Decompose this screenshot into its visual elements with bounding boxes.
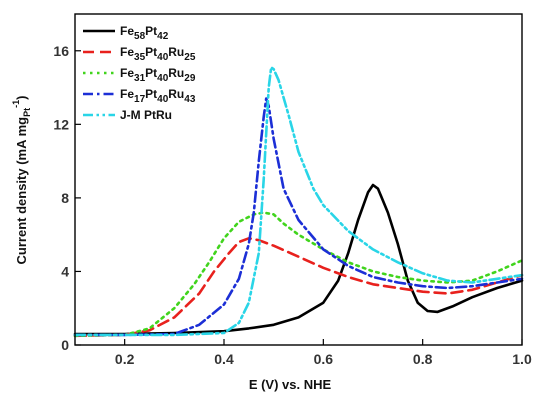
legend-label-part: Pt (145, 87, 157, 101)
series-line-1 (73, 183, 524, 336)
legend-label-part: 17 (134, 94, 146, 105)
series-line-4 (73, 97, 524, 337)
x-tick-label: 0.8 (413, 351, 433, 367)
legend-label-part: Ru (168, 45, 184, 59)
legend-label-part: Pt (145, 24, 157, 38)
legend-label-part: Ru (168, 87, 184, 101)
y-axis-title-main: Current density (mA mg (14, 117, 29, 265)
legend-label-part: 43 (184, 94, 196, 105)
series-layer (73, 66, 524, 338)
y-axis-title: Current density (mA mgPt-1) (11, 96, 32, 265)
legend-label-part: Fe (120, 87, 134, 101)
y-tick-label: 16 (53, 43, 69, 59)
x-tick-label: 0.6 (314, 351, 334, 367)
legend-label-part: 40 (157, 73, 169, 84)
x-tick-label: 0.2 (115, 351, 135, 367)
legend-label-2: Fe35Pt40Ru25 (120, 45, 196, 63)
legend-label-part: Pt (145, 66, 157, 80)
legend-label-part: Fe (120, 66, 134, 80)
series-line-3 (73, 211, 524, 338)
y-tick-label: 0 (61, 337, 69, 353)
x-axis-title: E (V) vs. NHE (249, 377, 332, 392)
y-tick-label: 8 (61, 190, 69, 206)
y-axis-title-end: ) (14, 96, 29, 100)
ticks-layer: 0.2 0.4 0.6 0.8 1.0 0 4 8 12 16 (53, 43, 532, 367)
legend-label-3: Fe31Pt40Ru29 (120, 66, 196, 84)
legend-label-part: 40 (157, 94, 169, 105)
legend-label-part: 35 (134, 52, 146, 63)
legend-label-part: Fe (120, 45, 134, 59)
series-line-5 (73, 66, 524, 337)
legend-label-part: 40 (157, 52, 169, 63)
x-tick-label: 1.0 (512, 351, 532, 367)
legend-label-part: 29 (184, 73, 196, 84)
legend-label-part: J-M PtRu (120, 108, 172, 122)
series-line-2 (73, 237, 524, 338)
y-axis-title-sub: Pt (22, 108, 32, 117)
legend-label-part: Fe (120, 24, 134, 38)
plot-frame (74, 13, 523, 346)
legend: Fe58Pt42Fe35Pt40Ru25Fe31Pt40Ru29Fe17Pt40… (83, 24, 196, 122)
legend-label-part: Pt (145, 45, 157, 59)
y-tick-label: 4 (61, 263, 69, 279)
legend-label-part: 42 (157, 31, 169, 42)
legend-label-part: 31 (134, 73, 146, 84)
x-tick-label: 0.4 (214, 351, 234, 367)
y-axis-title-sup: -1 (11, 100, 21, 108)
legend-label-part: Ru (168, 66, 184, 80)
legend-label-4: Fe17Pt40Ru43 (120, 87, 196, 105)
legend-label-1: Fe58Pt42 (120, 24, 169, 42)
y-tick-label: 12 (53, 116, 69, 132)
legend-label-5: J-M PtRu (120, 108, 172, 122)
legend-label-part: 25 (184, 52, 196, 63)
legend-label-part: 58 (134, 31, 146, 42)
